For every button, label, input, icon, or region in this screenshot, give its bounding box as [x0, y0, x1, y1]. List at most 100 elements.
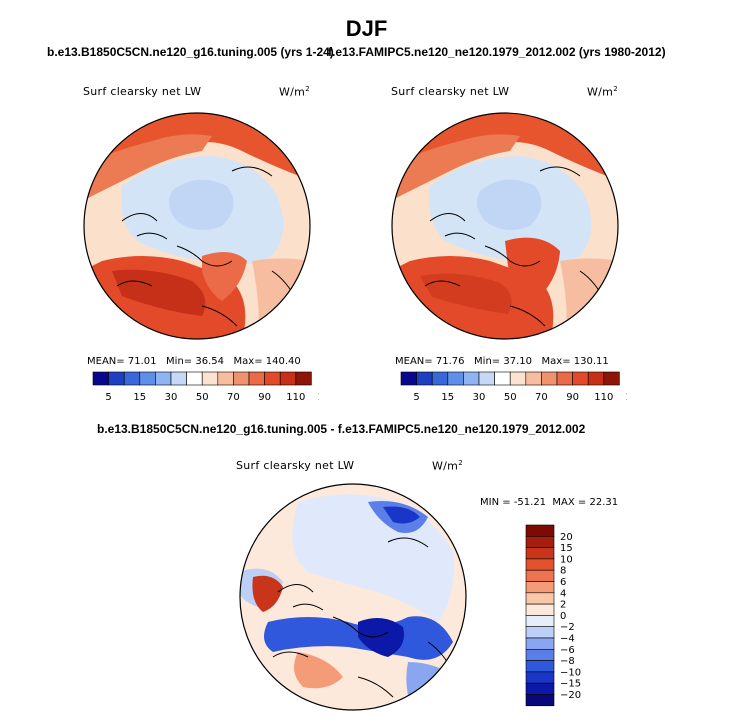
panel-diff-min-label: MIN =: [480, 497, 511, 508]
colorbar-tick-label: −4: [560, 634, 575, 645]
map-a-warm-spur: [202, 252, 247, 301]
panel-diff-units: W/m2: [432, 459, 463, 473]
colorbar-box: [572, 371, 589, 386]
map-diff-cold-band: [264, 616, 453, 660]
colorbar-box: [217, 371, 234, 386]
colorbar-a-labels: 5 15 30 50 70 90 110 130: [105, 392, 319, 403]
panel-b-mean-label: MEAN=: [395, 356, 433, 367]
panel-a-min-label: Min=: [166, 356, 193, 367]
colorbar-tick-label: 90: [258, 392, 271, 403]
map-a-coastlines: [116, 166, 298, 327]
colorbar-tick-label: 90: [566, 392, 579, 403]
panel-a-units-base: W/m: [279, 85, 306, 99]
panel-a-max-label: Max=: [233, 356, 263, 367]
colorbar-tick-label: 15: [133, 392, 146, 403]
map-a-warm-band: [84, 134, 212, 201]
colorbar-box: [139, 371, 156, 386]
panel-b-max: 130.11: [573, 356, 609, 367]
colorbar-tick-label: 15: [441, 392, 454, 403]
colorbar-tick-label: −10: [560, 667, 581, 678]
case-b-title: f.e13.FAMIPC5.ne120_ne120.1979_2012.002 …: [328, 45, 666, 59]
panel-a-units-exp: 2: [305, 85, 310, 93]
panel-b-units: W/m2: [587, 85, 618, 99]
colorbar-tick-label: 50: [504, 392, 517, 403]
colorbar-box: [603, 371, 620, 386]
colorbar-tick-label: 20: [560, 532, 573, 543]
map-b-cold-core: [476, 179, 542, 230]
panel-b-stats: MEAN= 71.76 Min= 37.10 Max= 130.11: [395, 356, 609, 367]
colorbar-tick-label: 110: [286, 392, 305, 403]
colorbar-tick-label: −6: [560, 645, 575, 656]
panel-a-min: 36.54: [195, 356, 224, 367]
map-case-b: [391, 112, 619, 340]
panel-b-units-base: W/m: [587, 85, 614, 99]
colorbar-case-a: 5 15 30 50 70 90 110 130: [92, 371, 319, 403]
colorbar-tick-label: 5: [413, 392, 419, 403]
colorbar-box: [525, 694, 555, 707]
map-diff-cold-core: [358, 618, 404, 657]
season-title: DJF: [345, 16, 388, 41]
map-diff-warm-south: [294, 652, 343, 689]
colorbar-box: [525, 682, 555, 695]
colorbar-tick-label: −15: [560, 679, 581, 690]
colorbar-box: [233, 371, 250, 386]
map-b-warm-region-north: [392, 113, 618, 191]
colorbar-tick-label: 2: [560, 600, 566, 611]
panel-b-min: 37.10: [503, 356, 532, 367]
colorbar-box: [279, 371, 297, 386]
colorbar-tick-label: −2: [560, 622, 575, 633]
map-diff-border: [239, 483, 467, 711]
colorbar-tick-label: 15: [560, 543, 573, 554]
colorbar-box: [478, 371, 495, 386]
panel-a-stats: MEAN= 71.01 Min= 36.54 Max= 140.40: [87, 356, 301, 367]
panel-a-mean-label: MEAN=: [87, 356, 125, 367]
colorbar-tick-label: 0: [560, 611, 566, 622]
map-a-warm-region-north: [84, 113, 310, 191]
colorbar-box: [587, 371, 605, 386]
case-a-title: b.e13.B1850C5CN.ne120_g16.tuning.005 (yr…: [47, 45, 334, 59]
colorbar-tick-label: 30: [473, 392, 486, 403]
colorbar-diff-boxes: [525, 524, 555, 707]
colorbar-tick-label: 5: [105, 392, 111, 403]
difference-title: b.e13.B1850C5CN.ne120_g16.tuning.005 - f…: [97, 422, 586, 436]
map-case-a: [83, 112, 311, 340]
colorbar-tick-label: 110: [594, 392, 613, 403]
colorbar-box: [525, 626, 555, 639]
colorbar-tick-label: 4: [560, 588, 566, 599]
colorbar-tick-label: −8: [560, 656, 575, 667]
panel-diff-units-exp: 2: [458, 459, 463, 467]
colorbar-tick-label: −20: [560, 690, 581, 701]
colorbar-box: [525, 536, 555, 548]
panel-b-max-label: Max=: [541, 356, 571, 367]
panel-b-min-label: Min=: [474, 356, 501, 367]
colorbar-box: [494, 371, 511, 386]
colorbar-box: [525, 581, 555, 594]
colorbar-tick-label: 130: [625, 392, 627, 403]
colorbar-box: [525, 603, 555, 616]
colorbar-box: [525, 615, 555, 628]
colorbar-box: [170, 371, 187, 386]
colorbar-tick-label: 30: [165, 392, 178, 403]
map-diff-coastlines: [272, 537, 454, 698]
map-difference: [239, 483, 467, 711]
colorbar-box: [525, 558, 555, 571]
colorbar-box: [201, 371, 219, 386]
colorbar-b-labels: 5 15 30 50 70 90 110 130: [413, 392, 627, 403]
map-diff-cold-north-core: [383, 506, 420, 524]
colorbar-box: [295, 371, 312, 386]
panel-a-units: W/m2: [279, 85, 310, 99]
colorbar-box: [463, 371, 480, 386]
colorbar-tick-label: 8: [560, 566, 566, 577]
colorbar-box: [400, 371, 417, 386]
colorbar-box: [525, 671, 555, 684]
colorbar-box: [92, 371, 109, 386]
colorbar-box: [525, 637, 555, 650]
colorbar-box: [525, 649, 555, 661]
panel-diff-max-label: MAX =: [552, 497, 587, 508]
panel-a-variable: Surf clearsky net LW: [83, 85, 202, 98]
colorbar-box: [525, 547, 555, 560]
colorbar-box: [264, 371, 281, 386]
map-diff-warm-west: [252, 575, 283, 612]
